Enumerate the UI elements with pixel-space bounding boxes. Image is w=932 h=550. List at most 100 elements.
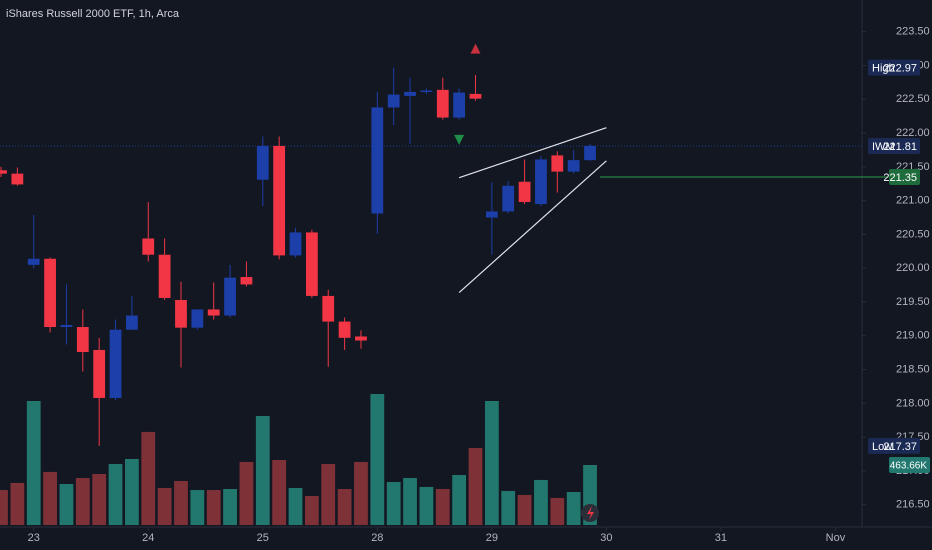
y-tick-label: 218.50 (896, 363, 930, 375)
volume-bar (452, 475, 467, 525)
price-label-value: 217.37 (883, 441, 917, 453)
volume-bar (468, 447, 483, 525)
x-tick-label: 29 (486, 532, 498, 544)
x-tick-label: 31 (715, 532, 727, 544)
volume-bar (288, 487, 303, 525)
candle-body (175, 299, 187, 328)
candle-body (273, 145, 286, 256)
volume-label-box (889, 456, 930, 473)
volume-bar (75, 478, 90, 525)
candle-body (551, 155, 564, 172)
candle-body (322, 295, 335, 322)
candle-body (256, 145, 269, 180)
y-tick-label: 223.50 (896, 26, 930, 38)
volume-bar (550, 497, 565, 525)
volume-bar (484, 400, 499, 525)
trendline (458, 127, 607, 179)
volume-bar (321, 464, 336, 525)
price-label-value: 221.35 (883, 172, 917, 184)
price-label-box (889, 169, 920, 186)
y-tick-label: 219.00 (896, 330, 930, 342)
volume-bar (26, 400, 41, 525)
candle-body (142, 238, 155, 255)
volume-bar (190, 490, 205, 525)
trendline (458, 160, 607, 293)
candle-body (355, 336, 367, 341)
candle-body (60, 324, 73, 328)
price-label-name: High (872, 62, 895, 74)
y-tick-label: 222.00 (896, 127, 930, 139)
volume-bar (354, 461, 368, 525)
candle-body (109, 329, 122, 398)
replay-icon-glyph (587, 506, 594, 520)
y-tick-label: 219.50 (896, 296, 930, 308)
price-label-box (868, 59, 920, 76)
candle-body (387, 94, 400, 108)
volume-bar (125, 458, 139, 525)
plot: 216.50217.00217.50218.00218.50219.00219.… (0, 26, 930, 544)
volume-bar (370, 394, 385, 525)
candle-body (44, 258, 56, 328)
volume-bar (534, 479, 548, 525)
candle-body (436, 89, 449, 118)
volume-bar (43, 471, 57, 525)
volume-bar (157, 487, 172, 525)
volume-bar (239, 461, 254, 525)
price-label-box (868, 437, 920, 454)
candle-body (207, 309, 220, 316)
candle-body (502, 185, 515, 212)
y-tick-label: 220.50 (896, 228, 930, 240)
volume-bar (10, 482, 25, 525)
candle-body (224, 277, 236, 316)
y-tick-label: 220.00 (896, 262, 930, 274)
volume-bar (223, 489, 237, 525)
candle-body (126, 315, 138, 330)
candle-body (338, 321, 351, 338)
price-label-box (868, 137, 920, 154)
price-label-name: IWM (872, 141, 895, 153)
x-tick-label: 25 (257, 532, 269, 544)
price-label-value: 222.97 (883, 62, 917, 74)
volume-bar (435, 489, 450, 525)
volume-bar (566, 491, 581, 525)
x-tick-label: Nov (826, 532, 846, 544)
candle-body (584, 145, 596, 161)
volume-bar (59, 483, 74, 525)
volume-bar (337, 489, 352, 525)
volume-bar (403, 478, 417, 525)
price-label-value: 221.81 (883, 141, 917, 153)
candle-body (404, 91, 416, 96)
volume-label: 463.66K (890, 461, 928, 472)
x-tick-label: 30 (600, 532, 612, 544)
candle-body (453, 92, 466, 118)
volume-bar (419, 486, 434, 525)
candle-body (240, 277, 253, 285)
volume-bar (108, 464, 123, 525)
price-label-name: Low (872, 441, 892, 453)
volume-bar (174, 480, 188, 525)
volume-bar (517, 494, 532, 525)
volume-bar (92, 473, 107, 525)
y-tick-label: 216.50 (896, 499, 930, 511)
candle-body (27, 258, 40, 265)
volume-bar (141, 431, 156, 525)
volume-bar (0, 490, 8, 525)
volume-bar (501, 490, 516, 525)
candle-body (371, 107, 384, 214)
y-tick-label: 222.50 (896, 93, 930, 105)
chart-title: iShares Russell 2000 ETF, 1h, Arca (6, 8, 180, 20)
candle-body (158, 254, 171, 298)
candle-body (191, 309, 204, 328)
volume-bar (272, 460, 287, 525)
x-tick-label: 28 (371, 532, 383, 544)
candle-body (93, 349, 106, 398)
candle-body (518, 181, 531, 203)
signal-marker (470, 43, 481, 54)
candle-body (11, 173, 24, 185)
y-tick-label: 221.00 (896, 195, 930, 207)
candle-body (485, 211, 498, 218)
x-tick-label: 24 (142, 532, 154, 544)
candle-body (567, 160, 580, 172)
candle-body (305, 232, 318, 296)
